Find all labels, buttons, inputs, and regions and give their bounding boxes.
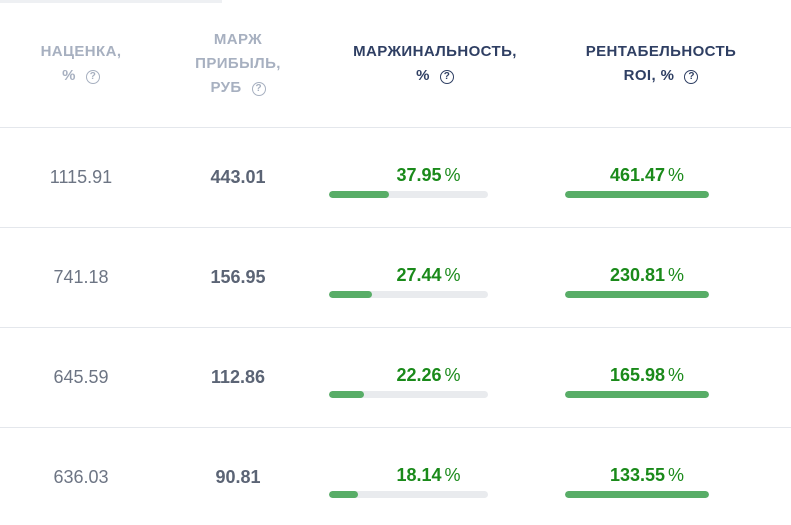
column-header-profit: МАРЖ ПРИБЫЛЬ, РУБ? (177, 0, 299, 127)
roi-unit: % (668, 365, 685, 385)
margin-cell: 18.14% (329, 464, 488, 498)
margin-cell: 27.44% (329, 264, 488, 298)
roi-cell: 461.47% (565, 164, 709, 198)
column-header-markup: НАЦЕНКА, %? (20, 0, 142, 127)
margin-unit: % (444, 365, 461, 385)
profit-header-line2: ПРИБЫЛЬ, (195, 54, 281, 72)
margin-progress-bar (329, 191, 488, 198)
markup-cell: 645.59 (53, 367, 109, 387)
roi-unit: % (668, 465, 685, 485)
margin-value: 27.44 (396, 265, 442, 285)
question-circle-icon[interactable]: ? (85, 69, 100, 84)
table-header: НАЦЕНКА, %? МАРЖ ПРИБЫЛЬ, РУБ? МАРЖИНАЛЬ… (0, 0, 791, 128)
profit-cell: 156.95 (210, 267, 266, 287)
roi-value: 165.98 (609, 365, 666, 385)
roi-header-line1: РЕНТАБЕЛЬНОСТЬ (585, 42, 737, 60)
roi-value: 133.55 (609, 465, 666, 485)
margin-value: 37.95 (396, 165, 442, 185)
question-circle-icon[interactable]: ? (251, 81, 266, 96)
roi-progress-fill (565, 291, 709, 298)
margin-progress-fill (329, 491, 358, 498)
question-circle-icon[interactable]: ? (684, 69, 699, 84)
roi-progress-bar (565, 391, 709, 398)
roi-cell: 230.81% (565, 264, 709, 298)
margin-cell: 22.26% (329, 364, 488, 398)
margin-progress-fill (329, 191, 390, 198)
margin-header-line2: % (416, 66, 430, 84)
markup-cell: 741.18 (53, 267, 109, 287)
question-circle-icon[interactable]: ? (439, 69, 454, 84)
profit-cell: 90.81 (215, 467, 261, 487)
roi-unit: % (668, 165, 685, 185)
roi-cell: 165.98% (565, 364, 709, 398)
margin-unit: % (444, 165, 461, 185)
markup-header-line1: НАЦЕНКА, (40, 42, 122, 60)
roi-value: 230.81 (609, 265, 666, 285)
margin-unit: % (444, 265, 461, 285)
roi-progress-fill (565, 391, 709, 398)
margin-progress-bar (329, 491, 488, 498)
table-row: 645.59 112.86 22.26% 165.98% (0, 328, 791, 428)
roi-cell: 133.55% (565, 464, 709, 498)
margin-progress-fill (329, 391, 364, 398)
roi-unit: % (668, 265, 685, 285)
markup-cell: 1115.91 (49, 167, 113, 187)
profit-cell: 443.01 (210, 167, 266, 187)
table-row: 1115.91 443.01 37.95% 461.47% (0, 128, 791, 228)
margin-unit: % (444, 465, 461, 485)
roi-progress-fill (565, 191, 709, 198)
margin-progress-bar (329, 291, 488, 298)
roi-progress-fill (565, 491, 709, 498)
margin-progress-bar (329, 391, 488, 398)
margin-value: 22.26 (396, 365, 442, 385)
column-header-margin: МАРЖИНАЛЬНОСТЬ, %? (330, 0, 540, 127)
profit-header-line3: РУБ (210, 78, 242, 96)
roi-header-line2: ROI, % (623, 66, 675, 84)
markup-cell: 636.03 (53, 467, 109, 487)
margin-header-line1: МАРЖИНАЛЬНОСТЬ, (353, 42, 517, 60)
table-row: 636.03 90.81 18.14% 133.55% (0, 428, 791, 525)
margin-value: 18.14 (396, 465, 442, 485)
roi-value: 461.47 (609, 165, 666, 185)
roi-progress-bar (565, 291, 709, 298)
margin-cell: 37.95% (329, 164, 488, 198)
margin-progress-fill (329, 291, 372, 298)
markup-header-line2: % (62, 66, 76, 84)
roi-progress-bar (565, 191, 709, 198)
roi-progress-bar (565, 491, 709, 498)
column-header-roi: РЕНТАБЕЛЬНОСТЬ ROI, %? (570, 0, 752, 127)
table-row: 741.18 156.95 27.44% 230.81% (0, 228, 791, 328)
profit-cell: 112.86 (210, 367, 266, 387)
top-divider (0, 0, 222, 3)
profit-header-line1: МАРЖ (213, 30, 263, 48)
